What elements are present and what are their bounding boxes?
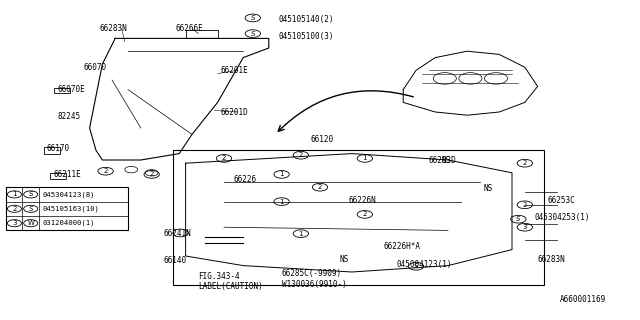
Text: 045105163(10): 045105163(10): [43, 205, 100, 212]
Text: FIG.343-4: FIG.343-4: [198, 272, 240, 281]
Text: 045105140(2): 045105140(2): [278, 15, 334, 24]
Text: 2: 2: [104, 168, 108, 174]
Text: 045004123(1): 045004123(1): [397, 260, 452, 268]
Text: S: S: [413, 263, 419, 269]
Text: 045304253(1): 045304253(1): [534, 213, 590, 222]
Text: S: S: [250, 31, 255, 36]
Bar: [186, 30, 218, 38]
Text: 66283D: 66283D: [429, 156, 456, 164]
Text: W130036(9910-): W130036(9910-): [282, 280, 346, 289]
Text: 3: 3: [12, 220, 17, 226]
Text: A660001169: A660001169: [560, 295, 606, 304]
Text: 045105100(3): 045105100(3): [278, 32, 334, 41]
Text: 66211E: 66211E: [53, 170, 81, 179]
Text: 66201D: 66201D: [221, 108, 248, 116]
Text: 045304123(8): 045304123(8): [43, 191, 95, 198]
Text: 2: 2: [222, 156, 226, 161]
Text: LABEL(CAUTION): LABEL(CAUTION): [198, 282, 263, 291]
Text: NS: NS: [442, 156, 451, 164]
Text: 2: 2: [523, 160, 527, 166]
Text: 2: 2: [523, 202, 527, 208]
Bar: [6, 187, 128, 230]
Text: 66253C: 66253C: [547, 196, 575, 204]
Text: 82245: 82245: [58, 112, 81, 121]
Text: 66283N: 66283N: [99, 24, 127, 33]
Text: 66070E: 66070E: [58, 85, 85, 94]
Text: 66140: 66140: [163, 256, 186, 265]
Text: S: S: [250, 15, 255, 21]
Text: 66285C(-9909): 66285C(-9909): [282, 269, 342, 278]
Text: 1: 1: [279, 199, 284, 204]
Text: S: S: [516, 216, 521, 222]
Text: 1: 1: [298, 231, 303, 236]
Text: NS: NS: [339, 255, 348, 264]
Text: 66070: 66070: [83, 63, 106, 72]
Text: NS: NS: [483, 184, 492, 193]
Text: 66226N: 66226N: [349, 196, 376, 204]
Text: 66266E: 66266E: [176, 24, 204, 33]
Text: W: W: [28, 220, 34, 226]
Bar: [54, 88, 70, 93]
Text: 1: 1: [279, 172, 284, 177]
Text: 2: 2: [299, 152, 303, 158]
Text: 66201E: 66201E: [221, 66, 248, 75]
Text: 66226: 66226: [234, 175, 257, 184]
Text: 66170: 66170: [46, 144, 69, 153]
Text: 1: 1: [362, 156, 367, 161]
Text: 2: 2: [150, 172, 154, 177]
Text: 66120: 66120: [310, 135, 333, 144]
Bar: [44, 147, 60, 154]
Bar: [173, 150, 544, 285]
Text: 66241N: 66241N: [163, 229, 191, 238]
Text: S: S: [28, 191, 33, 197]
Text: 2: 2: [363, 212, 367, 217]
Text: 66283N: 66283N: [538, 255, 565, 264]
Text: 1: 1: [12, 191, 17, 197]
Bar: [50, 173, 66, 179]
Text: 3: 3: [522, 224, 527, 230]
Text: 66226H*A: 66226H*A: [384, 242, 421, 251]
Text: 2: 2: [12, 206, 17, 212]
Text: 2: 2: [318, 184, 322, 190]
Text: S: S: [28, 206, 33, 212]
Text: 031204000(1): 031204000(1): [43, 220, 95, 227]
